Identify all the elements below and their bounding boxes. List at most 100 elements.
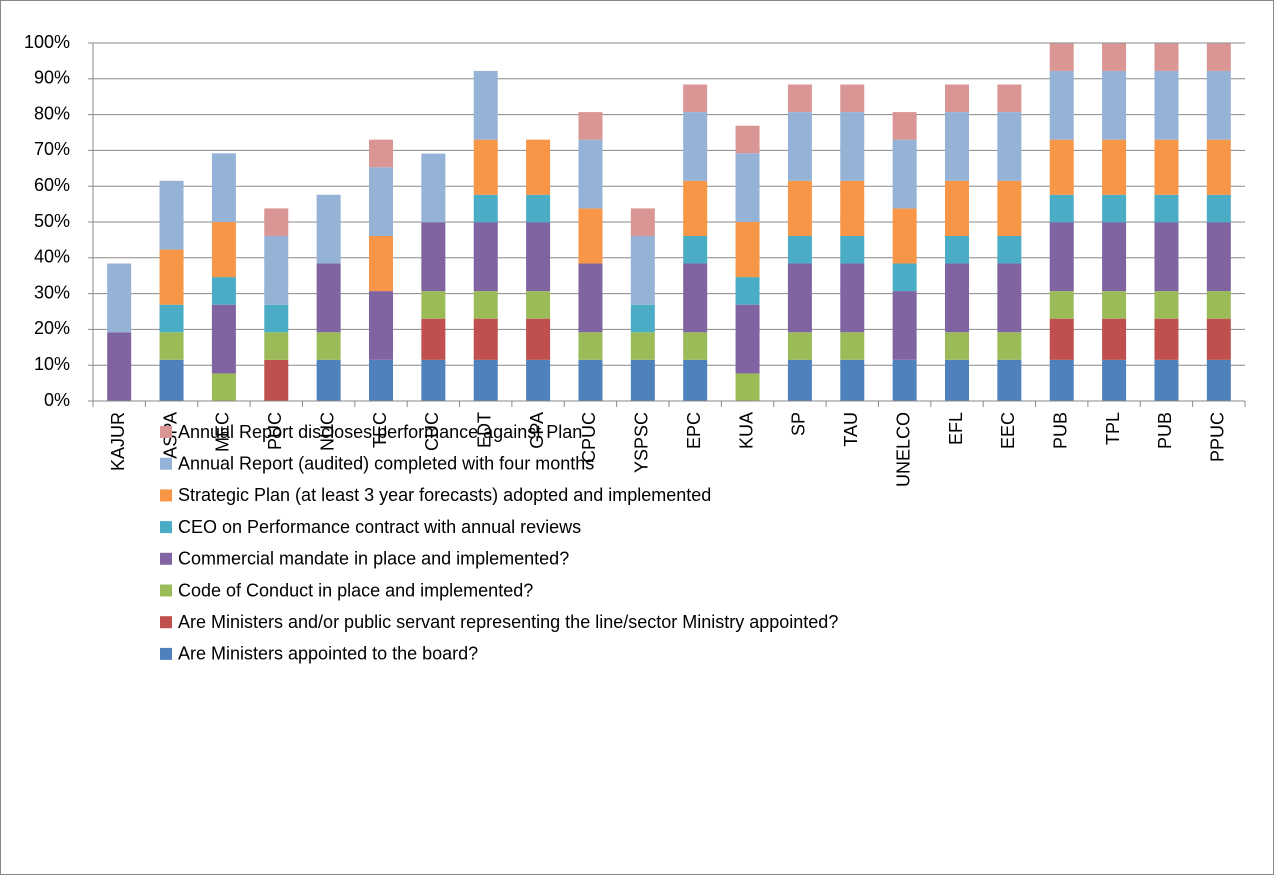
bar-segment — [945, 84, 969, 113]
legend-label: Commercial mandate in place and implemen… — [178, 549, 569, 569]
bar-segment — [1206, 222, 1231, 292]
bar-segment — [997, 112, 1022, 181]
bar-segment — [159, 304, 184, 333]
bar-segment — [787, 263, 812, 333]
bar-segment — [945, 359, 969, 401]
bar-segment — [578, 208, 603, 264]
bar-segment — [945, 112, 969, 181]
x-tick-label: PUB — [1050, 412, 1070, 449]
bar-segment — [211, 373, 236, 401]
bar-segment — [735, 222, 760, 278]
bar-segment — [526, 359, 551, 401]
bar-segment — [735, 153, 760, 222]
bar-segment — [630, 359, 655, 401]
bar-segment — [369, 291, 393, 360]
bar-segment — [787, 112, 812, 181]
legend-swatch — [160, 647, 172, 660]
bar-segment — [1049, 222, 1074, 292]
bar-segment — [892, 112, 917, 140]
bar-segment — [1206, 194, 1231, 223]
bar-segment — [945, 180, 969, 236]
bar-segment — [1102, 291, 1127, 319]
bar-segment — [630, 332, 655, 360]
x-tick-label: TPL — [1103, 412, 1123, 445]
bar-segment — [683, 263, 708, 333]
bar-segment — [159, 180, 184, 250]
y-tick-label: 30% — [34, 282, 70, 302]
bar-segment — [840, 112, 865, 181]
bar-segment — [264, 304, 289, 333]
bar-segment — [892, 291, 917, 360]
bar-segment — [1206, 359, 1231, 401]
bar-segment — [264, 208, 289, 236]
bar-segment — [1102, 139, 1127, 195]
bar-segment — [1102, 194, 1127, 223]
bar-segment — [787, 332, 812, 360]
x-tick-label: YSPSC — [632, 412, 652, 473]
bar-segment — [840, 180, 865, 236]
bar-segment — [1206, 43, 1231, 71]
bar-segment — [1154, 291, 1179, 319]
legend-swatch — [160, 489, 172, 502]
bar-segment — [473, 318, 498, 360]
bar-segment — [1206, 70, 1231, 140]
legend-label: CEO on Performance contract with annual … — [178, 517, 581, 537]
bar-segment — [1154, 139, 1179, 195]
bar-segment — [945, 263, 969, 333]
bar-segment — [316, 359, 341, 401]
bar-segment — [683, 359, 708, 401]
bar-segment — [526, 318, 551, 360]
legend-label: Annual Report discloses performance agai… — [178, 422, 582, 442]
bar-segment — [1206, 139, 1231, 195]
bar-segment — [473, 70, 498, 140]
bar-segment — [421, 359, 446, 401]
bar-segment — [316, 194, 341, 264]
y-tick-label: 20% — [34, 318, 70, 338]
legend-label: Strategic Plan (at least 3 year forecast… — [178, 485, 711, 505]
bar-segment — [1154, 43, 1179, 71]
bar-segment — [211, 153, 236, 222]
x-tick-label: CPUC — [579, 412, 599, 463]
bar-segment — [683, 112, 708, 181]
bar-segment — [1102, 318, 1127, 360]
y-tick-label: 100% — [24, 32, 70, 52]
bar-segment — [1154, 194, 1179, 223]
bar-segment — [1154, 70, 1179, 140]
bar-segment — [369, 167, 393, 236]
bar-segment — [892, 208, 917, 264]
bar-segment — [840, 263, 865, 333]
legend-label: Are Ministers appointed to the board? — [178, 644, 478, 664]
bar-segment — [945, 235, 969, 264]
bar-segment — [997, 359, 1022, 401]
x-tick-label: GPA — [527, 412, 547, 449]
bar-segment — [1102, 43, 1127, 71]
bar-segment — [1049, 318, 1074, 360]
y-tick-label: 60% — [34, 175, 70, 195]
legend-swatch — [160, 552, 172, 565]
bar-segment — [840, 84, 865, 113]
y-tick-label: 80% — [34, 103, 70, 123]
y-tick-label: 70% — [34, 139, 70, 159]
legend-swatch — [160, 457, 172, 470]
bar-segment — [892, 263, 917, 292]
bar-segment — [264, 359, 289, 401]
bar-segment — [1049, 194, 1074, 223]
x-tick-label: PPUC — [1208, 412, 1228, 462]
bar-segment — [997, 263, 1022, 333]
bar-segment — [840, 332, 865, 360]
x-tick-label: EEC — [998, 412, 1018, 449]
bar-segment — [683, 84, 708, 113]
bar-segment — [107, 332, 132, 401]
bar-segment — [421, 318, 446, 360]
bar-segment — [997, 332, 1022, 360]
bar-segment — [1102, 222, 1127, 292]
bar-segment — [997, 235, 1022, 264]
x-tick-label: EFL — [946, 412, 966, 445]
x-tick-label: CUC — [422, 412, 442, 451]
bar-segment — [159, 332, 184, 360]
bar-segment — [787, 235, 812, 264]
bar-segment — [264, 235, 289, 305]
bar-segment — [316, 332, 341, 360]
bar-segment — [473, 359, 498, 401]
